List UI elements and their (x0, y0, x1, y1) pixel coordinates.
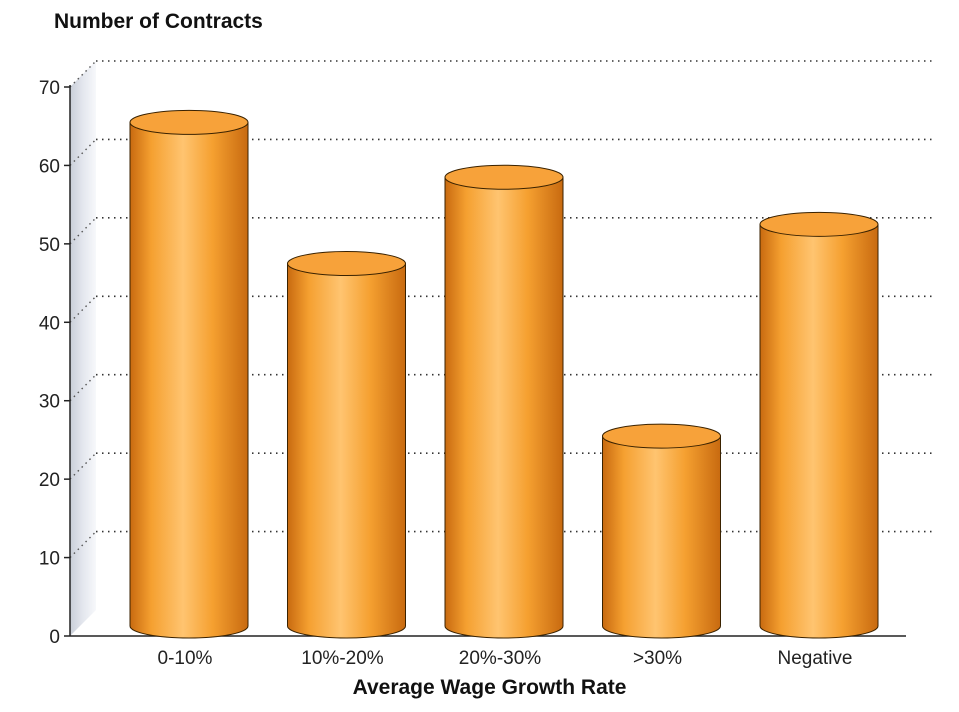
left-wall (70, 61, 96, 636)
x-axis-title: Average Wage Growth Rate (352, 676, 627, 699)
bar-top (287, 251, 406, 277)
bar-body (129, 121, 249, 639)
y-tick-label: 60 (39, 156, 60, 177)
gridline-depth (69, 138, 97, 166)
bar-body (287, 263, 406, 639)
bar-body (759, 223, 879, 639)
y-tick-label: 30 (39, 392, 60, 413)
bar (759, 211, 879, 639)
gridline-depth (69, 374, 97, 402)
bar-top (129, 109, 249, 135)
bar (602, 423, 721, 639)
x-tick-label: Negative (778, 648, 853, 669)
y-tick-label: 40 (39, 313, 60, 334)
gridline-depth (69, 217, 97, 245)
bar (444, 164, 564, 639)
bar (129, 109, 249, 639)
bar-body (444, 176, 564, 639)
bar-top (759, 211, 879, 237)
bar-top (444, 164, 564, 190)
y-tick-label: 10 (39, 549, 60, 570)
gridline-depth (69, 531, 97, 559)
bar-body (602, 435, 721, 639)
x-tick-label: 20%-30% (459, 648, 541, 669)
gridline-depth (69, 452, 97, 480)
y-tick-label: 70 (39, 78, 60, 99)
gridline-depth (69, 295, 97, 323)
y-tick-label: 0 (49, 627, 60, 648)
x-tick-label: >30% (633, 648, 682, 669)
bar-top (602, 423, 721, 449)
y-axis-title: Number of Contracts (54, 10, 263, 33)
x-tick-label: 10%-20% (301, 648, 383, 669)
y-tick-label: 50 (39, 235, 60, 256)
bar (287, 251, 406, 639)
gridline-depth (69, 60, 97, 88)
x-tick-label: 0-10% (158, 648, 213, 669)
y-tick-label: 20 (39, 470, 60, 491)
